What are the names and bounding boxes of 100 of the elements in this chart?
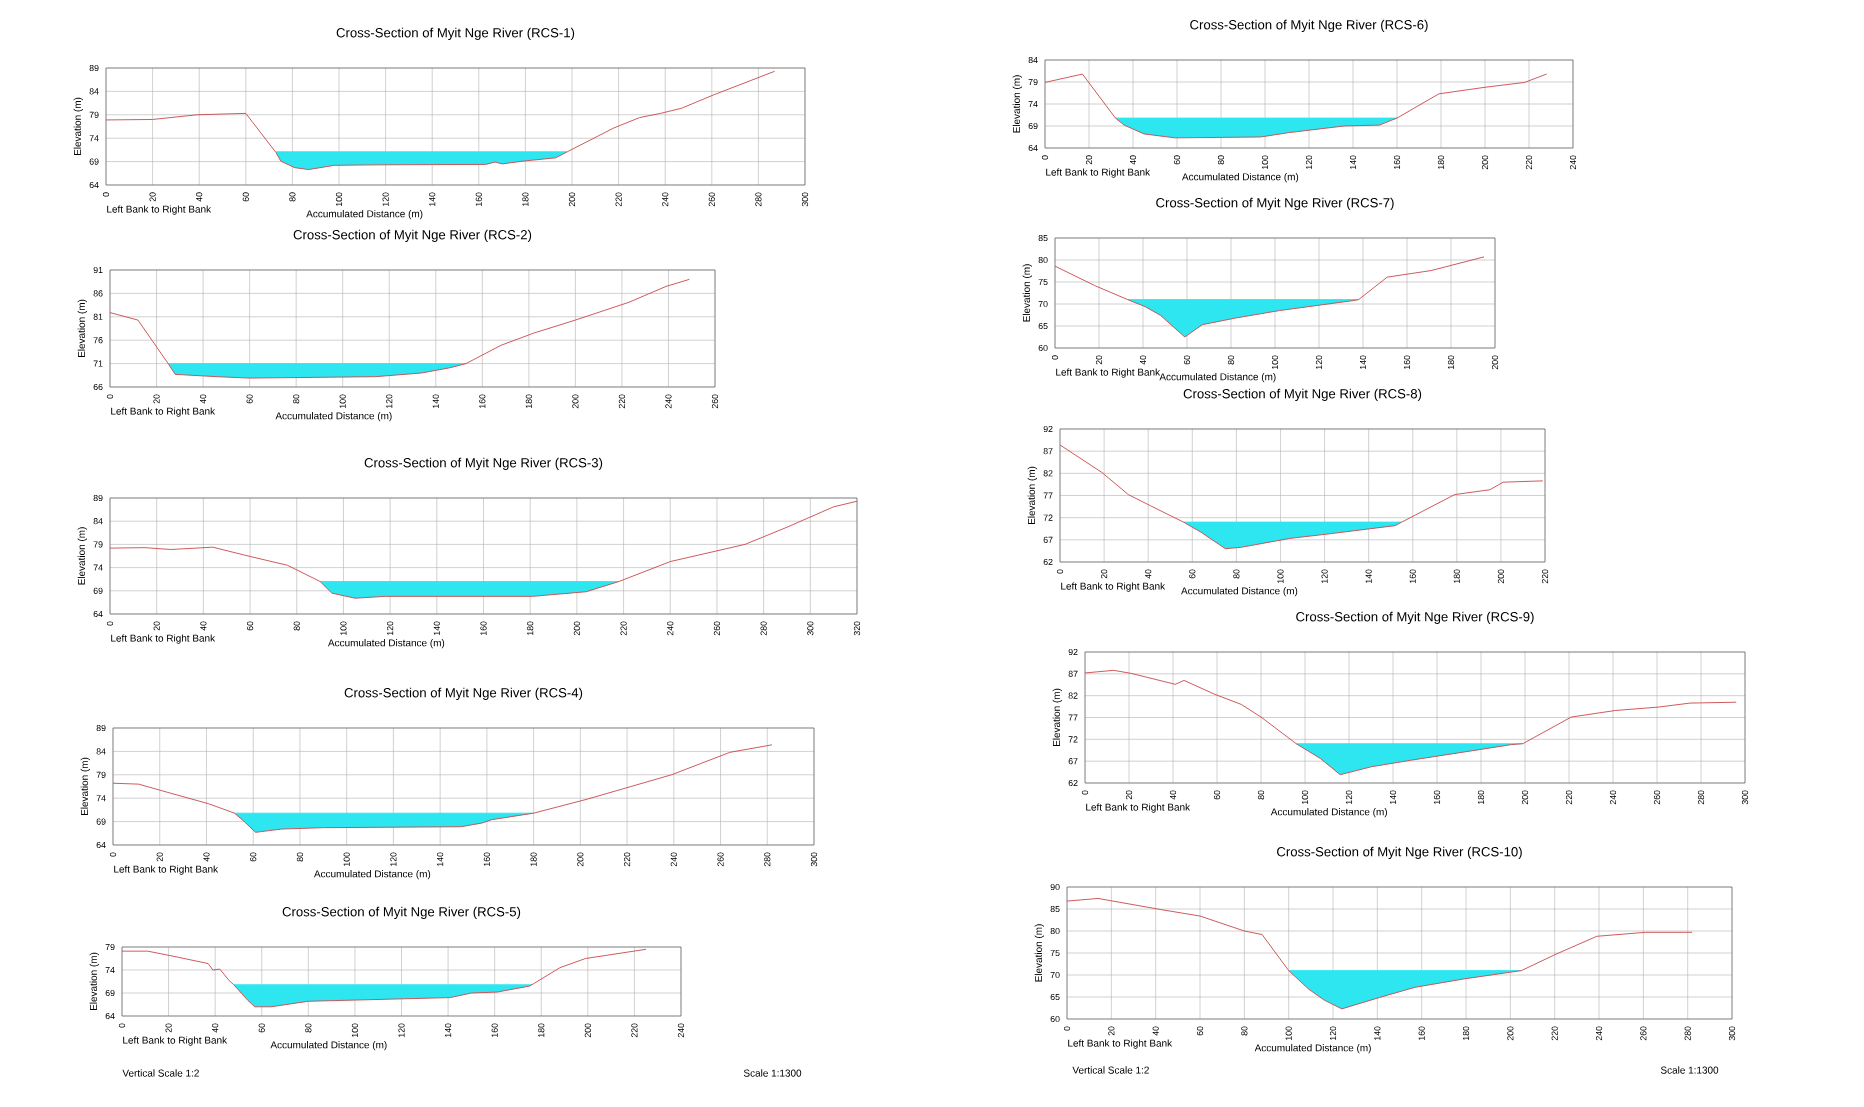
chart-title: Cross-Section of Myit Nge River (RCS-5) <box>282 906 521 919</box>
x-tick-label: 300 <box>801 192 809 207</box>
x-tick-label: 200 <box>577 852 584 867</box>
x-tick-label: 180 <box>527 621 534 636</box>
x-tick-label: 240 <box>1595 1026 1603 1041</box>
x-tick-label: 60 <box>1183 355 1191 365</box>
y-axis-title: Elevation (m) <box>77 299 87 358</box>
y-tick-label: 87 <box>1068 670 1078 677</box>
x-tick-label: 20 <box>1101 569 1108 579</box>
x-tick-label: 140 <box>1374 1026 1381 1041</box>
y-tick-label: 87 <box>1043 448 1053 455</box>
x-tick-label: 180 <box>525 394 532 408</box>
line-series <box>1044 73 1548 139</box>
x-tick-label: 240 <box>670 852 677 867</box>
x-tick-label: 200 <box>1491 355 1499 370</box>
x-tick-label: 20 <box>1125 790 1133 800</box>
y-tick-label: 75 <box>1050 949 1060 957</box>
y-axis-title: Elevation (m) <box>1012 75 1022 133</box>
y-tick-label: 62 <box>1068 779 1078 787</box>
x-tick-label: 0 <box>109 852 117 857</box>
x-tick-label: 260 <box>1640 1026 1647 1041</box>
x-tick-label: 100 <box>1261 155 1269 169</box>
y-tick-label: 74 <box>93 564 103 571</box>
x-tick-label: 0 <box>1041 155 1049 160</box>
x-tick-label: 140 <box>432 394 439 408</box>
x-tick-label: 100 <box>351 1023 359 1038</box>
y-tick-label: 74 <box>96 795 106 802</box>
y-tick-label: 74 <box>89 135 99 142</box>
x-tick-label: 0 <box>1081 790 1089 795</box>
y-axis-title: Elevation (m) <box>80 757 90 816</box>
y-tick-label: 86 <box>93 290 103 297</box>
y-tick-label: 65 <box>1038 322 1048 330</box>
y-axis-title: Elevation (m) <box>1034 924 1044 982</box>
y-tick-label: 82 <box>1043 470 1053 477</box>
x-tick-label: 140 <box>1389 790 1397 805</box>
x-tick-label: 0 <box>118 1023 126 1028</box>
x-tick-label: 0 <box>1056 569 1064 574</box>
chart-title: Cross-Section of Myit Nge River (RCS-9) <box>1296 611 1534 624</box>
x-tick-label: 80 <box>1227 355 1235 365</box>
x-tick-label: 80 <box>289 192 296 202</box>
x-tick-label: 220 <box>1565 790 1573 805</box>
text: Left Bank to Right Bank <box>1068 1039 1173 1049</box>
x-tick-label: 120 <box>1321 569 1328 584</box>
y-axis-title: Elevation (m) <box>77 527 87 585</box>
x-tick-label: 140 <box>1359 355 1367 369</box>
line-series <box>112 744 773 833</box>
line-series <box>1084 669 1737 776</box>
x-tick-label: 240 <box>662 192 669 207</box>
x-tick-label: 280 <box>1684 1026 1691 1041</box>
y-tick-label: 89 <box>96 724 106 732</box>
x-tick-label: 200 <box>1497 569 1505 584</box>
y-tick-label: 64 <box>105 1012 115 1020</box>
x-tick-label: 100 <box>1271 355 1279 369</box>
y-tick-label: 79 <box>105 943 115 951</box>
x-tick-label: 100 <box>1277 569 1284 584</box>
x-tick-label: 60 <box>250 852 257 862</box>
x-tick-label: 140 <box>444 1023 452 1038</box>
x-tick-label: 20 <box>1085 155 1093 165</box>
x-tick-label: 220 <box>620 621 627 636</box>
x-axis-title: Accumulated Distance (m) <box>1159 373 1276 383</box>
y-tick-label: 70 <box>1050 971 1060 979</box>
x-tick-label: 200 <box>1521 790 1529 805</box>
x-tick-label: 160 <box>1409 569 1416 584</box>
x-tick-label: 60 <box>258 1023 265 1033</box>
y-tick-label: 79 <box>1028 78 1038 86</box>
y-tick-label: 90 <box>1050 883 1060 891</box>
text: Vertical Scale 1:2 <box>1072 1066 1149 1074</box>
x-tick-label: 20 <box>1108 1026 1115 1036</box>
x-tick-label: 0 <box>1051 355 1059 360</box>
y-tick-label: 74 <box>1028 100 1038 107</box>
x-tick-label: 180 <box>1437 155 1445 169</box>
x-tick-label: 200 <box>1507 1026 1514 1041</box>
y-tick-label: 84 <box>96 748 106 755</box>
chart-title: Cross-Section of Myit Nge River (RCS-8) <box>1183 388 1422 401</box>
y-tick-label: 69 <box>89 158 99 165</box>
text: Left Bank to Right Bank <box>1046 168 1151 178</box>
x-tick-label: 240 <box>677 1023 685 1038</box>
x-tick-label: 40 <box>203 852 210 862</box>
y-tick-label: 84 <box>89 88 99 95</box>
x-tick-label: 180 <box>1477 790 1485 805</box>
x-tick-label: 260 <box>708 192 715 207</box>
y-tick-label: 66 <box>93 383 103 391</box>
y-tick-label: 69 <box>1028 122 1038 130</box>
y-tick-label: 72 <box>1043 514 1053 521</box>
x-tick-label: 280 <box>1697 790 1705 805</box>
x-tick-label: 160 <box>483 852 490 867</box>
x-tick-label: 120 <box>387 621 394 636</box>
x-tick-label: 280 <box>755 192 762 207</box>
x-tick-label: 140 <box>429 192 436 206</box>
x-tick-label: 160 <box>491 1023 498 1038</box>
y-tick-label: 69 <box>105 989 115 997</box>
y-tick-label: 81 <box>93 313 103 320</box>
x-tick-label: 40 <box>212 1023 219 1033</box>
x-tick-label: 40 <box>196 192 203 202</box>
x-tick-label: 260 <box>1653 790 1661 805</box>
x-tick-label: 60 <box>1173 155 1181 165</box>
x-tick-label: 60 <box>1196 1026 1204 1036</box>
y-tick-label: 64 <box>93 610 103 618</box>
x-tick-label: 160 <box>1418 1026 1425 1041</box>
x-tick-label: 220 <box>1551 1026 1558 1041</box>
